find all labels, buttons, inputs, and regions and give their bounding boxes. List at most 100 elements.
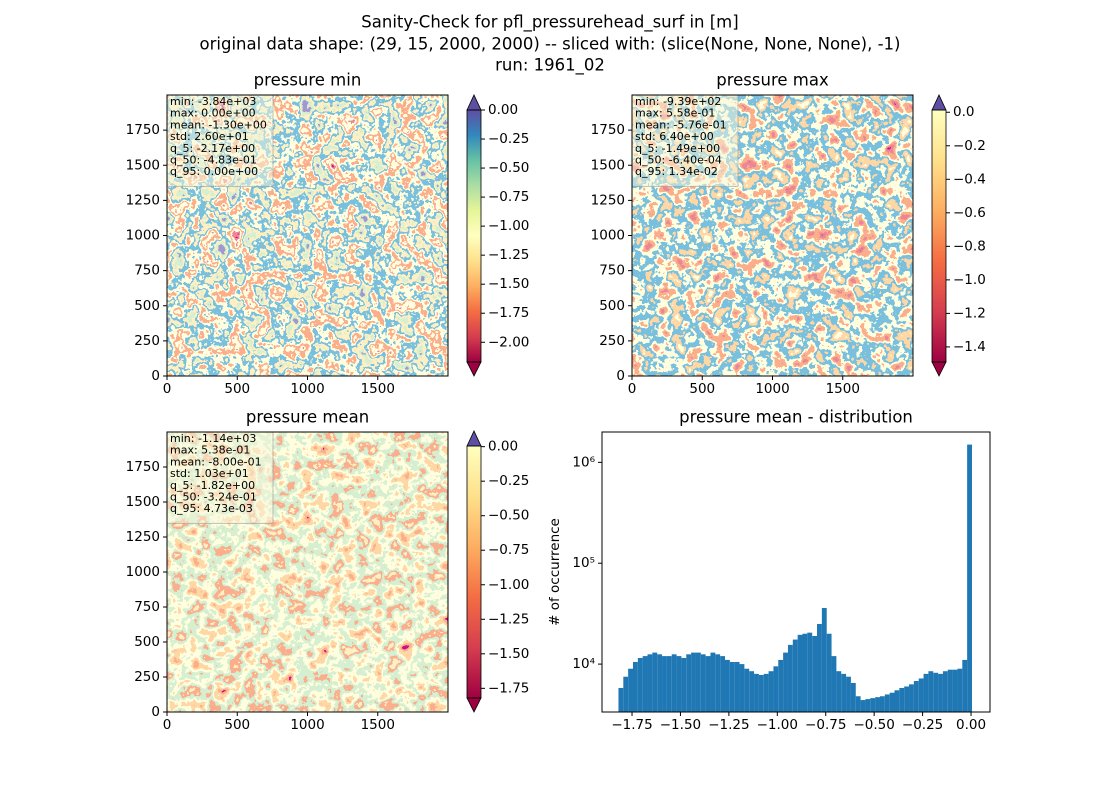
hist-bar <box>850 682 856 712</box>
hist-bar <box>715 654 721 712</box>
hist-bar <box>671 654 677 712</box>
hist-bar <box>836 671 842 712</box>
y-tick-label: 250 <box>134 669 160 685</box>
x-tick-label: 0.00 <box>956 717 986 733</box>
y-tick-label: 1750 <box>126 122 160 138</box>
y-tick-label: 250 <box>599 333 625 349</box>
stats-line: mean: -8.00e-01 <box>170 455 262 468</box>
hist-bar <box>637 657 643 712</box>
y-tick-label: 250 <box>134 333 160 349</box>
colorbar-frame <box>466 445 482 699</box>
stats-box <box>631 94 739 187</box>
x-tick-label: 500 <box>224 381 250 397</box>
axes-frame <box>631 94 914 377</box>
hist-bar <box>787 644 793 712</box>
hist-bar <box>942 671 948 712</box>
hist-bar <box>695 652 701 712</box>
y-tick-label: 750 <box>134 599 160 615</box>
hist-bar <box>947 669 953 712</box>
suptitle: Sanity-Check for pfl_pressurehead_surf i… <box>361 13 738 33</box>
stats-line: max: 5.38e-01 <box>170 444 250 457</box>
hist-bar <box>734 661 740 712</box>
panel-title: pressure max <box>716 71 829 90</box>
y-tick-label: 750 <box>134 263 160 279</box>
hist-bar <box>686 654 692 712</box>
hist-bar <box>647 654 653 712</box>
stats-line: q_5: -1.82e+00 <box>170 479 255 492</box>
axes-frame <box>166 94 449 377</box>
y-tick-label: 1500 <box>126 157 160 173</box>
hist-bar <box>657 654 663 712</box>
hist-bar <box>691 652 696 712</box>
axes-frame <box>166 431 449 713</box>
hist-bar <box>860 700 866 712</box>
x-tick-label: −1.75 <box>611 717 652 733</box>
hist-bar <box>802 633 808 712</box>
hist-bar <box>763 673 769 712</box>
x-tick-label: 1500 <box>361 381 395 397</box>
panel-title: pressure min <box>254 71 362 90</box>
hist-bar <box>720 656 726 712</box>
y-tick-label: 500 <box>599 298 625 314</box>
x-tick-label: 1000 <box>290 381 324 397</box>
y-tick-label: 1250 <box>126 529 160 545</box>
y-tick-label: 1000 <box>126 228 160 244</box>
colorbar-tick-label: −0.4 <box>953 171 986 187</box>
stats-line: std: 2.60e+01 <box>170 130 249 143</box>
hist-bar <box>632 661 638 712</box>
hist-bar <box>889 692 895 712</box>
colorbar-tick-label: −0.75 <box>488 189 529 205</box>
colorbar-tick-label: −0.75 <box>488 542 529 558</box>
colorbar-extend-min <box>466 361 482 377</box>
y-tick-label: 10⁶ <box>572 454 595 470</box>
hist-bar <box>967 444 972 712</box>
hist-bar <box>758 674 764 712</box>
y-tick-label: 1250 <box>126 192 160 208</box>
hist-bar <box>884 694 890 712</box>
y-tick-label: 1750 <box>591 122 625 138</box>
x-tick-label: 1500 <box>361 717 395 733</box>
colorbar-extend-max <box>931 94 947 111</box>
hist-bar <box>933 672 939 712</box>
x-tick-label: 0 <box>628 381 637 397</box>
colorbar-tick-label: 0.0 <box>953 104 974 120</box>
colorbar-tick-label: 0.00 <box>488 102 518 118</box>
y-tick-label: 0 <box>151 368 160 384</box>
colorbar-tick-label: −0.50 <box>488 508 529 524</box>
colorbar-extend-min <box>466 697 482 713</box>
colorbar-tick-label: −0.50 <box>488 160 529 176</box>
hist-bar <box>662 656 667 712</box>
hist-bar <box>628 668 633 712</box>
colorbar-tick-label: −1.75 <box>488 305 529 321</box>
stats-line: q_50: -3.24e-01 <box>170 491 257 504</box>
stats-line: q_5: -1.49e+00 <box>635 142 720 155</box>
hist-bar <box>812 635 818 712</box>
hist-bar <box>739 664 745 712</box>
stats-line: q_5: -2.17e+00 <box>170 142 255 155</box>
y-tick-label: 1500 <box>126 494 160 510</box>
hist-bar <box>938 673 943 712</box>
y-tick-label: 750 <box>599 263 625 279</box>
stats-line: min: -9.39e+02 <box>635 95 721 108</box>
hist-bar <box>681 657 687 712</box>
y-tick-label: 1000 <box>591 228 625 244</box>
x-tick-label: −1.50 <box>660 717 701 733</box>
colorbar-extend-max <box>466 430 482 447</box>
hist-bar <box>855 696 861 712</box>
hist-bar <box>642 656 648 712</box>
hist-bar <box>962 659 968 712</box>
y-axis-label: # of occurrence <box>547 518 563 626</box>
hist-bar <box>778 659 784 712</box>
hist-bar <box>841 673 847 712</box>
x-tick-label: 1000 <box>290 717 324 733</box>
colorbar-tick-label: −0.6 <box>953 205 986 221</box>
hist-bar <box>870 698 876 712</box>
hist-bar <box>865 699 871 712</box>
colorbar-tick-label: −0.25 <box>488 131 529 147</box>
stats-line: std: 1.03e+01 <box>170 467 249 480</box>
hist-bar <box>957 668 963 712</box>
colorbar-tick-label: 0.00 <box>488 439 518 455</box>
x-tick-label: −1.00 <box>757 717 798 733</box>
hist-bar <box>952 669 958 712</box>
